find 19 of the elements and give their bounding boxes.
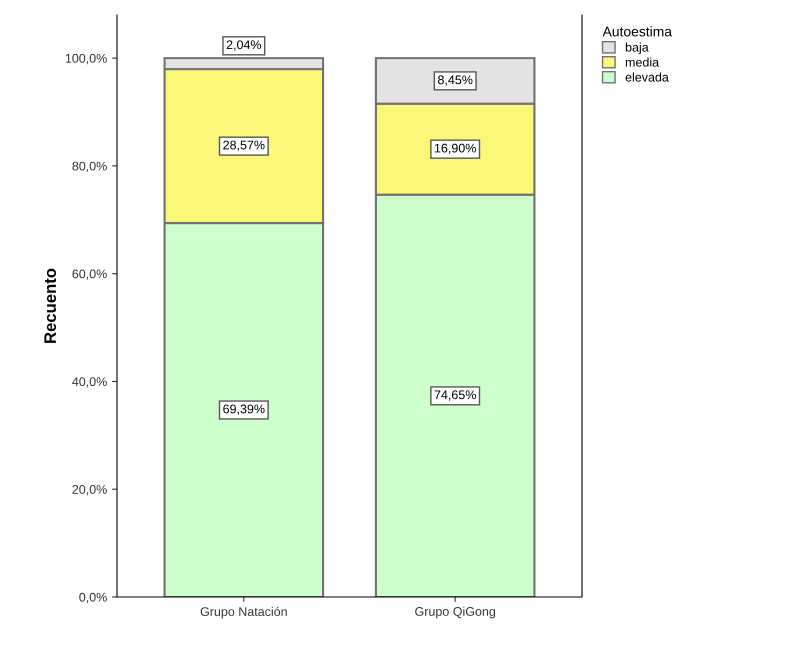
legend-label: elevada [626, 72, 669, 82]
legend-label: baja [626, 42, 649, 54]
y-axis-title: Recuento [44, 268, 56, 343]
data-label: 8,45% [438, 75, 472, 86]
data-label: 74,65% [434, 390, 476, 401]
data-label: 69,39% [223, 404, 265, 415]
y-tick-label: 60,0% [72, 269, 107, 280]
y-tick-label: 100,0% [66, 54, 107, 64]
x-tick-label: Grupo Natación [200, 606, 287, 619]
data-label: 28,57% [223, 140, 265, 151]
legend-title: Autoestima [602, 26, 672, 36]
y-tick-label: 0,0% [79, 592, 107, 604]
x-tick-label: Grupo QiGong [415, 606, 496, 618]
y-tick-label: 20,0% [72, 485, 107, 496]
data-label: 2,04% [226, 40, 262, 51]
legend-label: media [626, 57, 660, 67]
data-label: 16,90% [434, 144, 476, 154]
y-tick-label: 80,0% [72, 162, 107, 172]
y-tick-label: 40,0% [72, 377, 107, 388]
